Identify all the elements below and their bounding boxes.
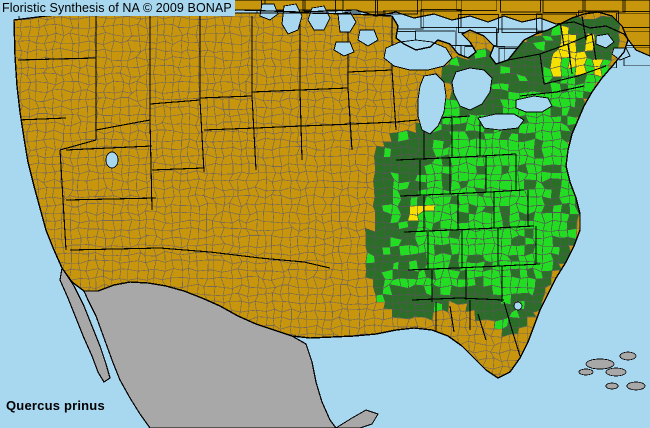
map-attribution-title: Floristic Synthesis of NA © 2009 BONAP: [0, 0, 235, 16]
species-name-caption: Quercus prinus: [6, 398, 105, 413]
great-lakes: [105, 3, 631, 311]
state-borders: [17, 14, 607, 357]
